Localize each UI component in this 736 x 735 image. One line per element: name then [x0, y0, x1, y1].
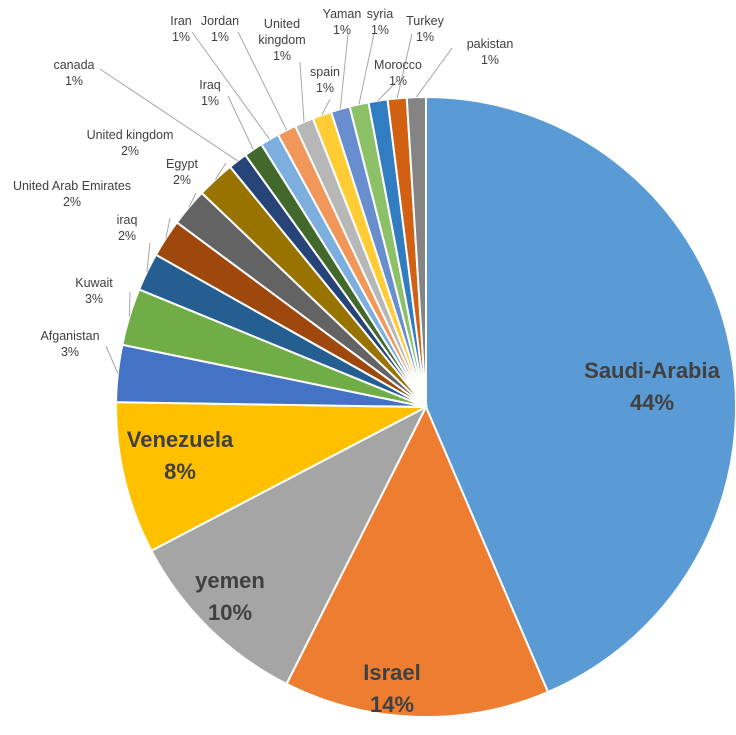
slice-label-syria-17: syria 1%: [367, 7, 393, 37]
slice-labels: Saudi-Arabia 44% Israel 14% yemen 10% Venezuel…: [13, 7, 721, 717]
leader-line-egypt-8: [188, 192, 197, 208]
leader-line-afganistan-4: [105, 345, 119, 374]
leader-line-syria-17: [358, 33, 375, 105]
slice-label-canada-10: canada 1%: [53, 58, 94, 88]
slice-label-afganistan-4: Afganistan 3%: [40, 329, 99, 359]
slice-pakistan-20: [405, 95, 427, 408]
slice-label-iraq-11: Iraq 1%: [199, 78, 221, 108]
slice-label-turkey-19: Turkey 1%: [406, 14, 444, 44]
leader-line-kuwait-5: [128, 291, 131, 317]
slice-label-venezuela: Venezuela 8%: [127, 427, 234, 484]
leader-line-united-arab-emirates-7: [165, 217, 171, 239]
leader-line-spain-15: [321, 98, 331, 116]
slice-saudi-arabia-0: [425, 95, 736, 694]
leader-line-morocco-18: [377, 79, 399, 102]
slice-label-yaman-16: Yaman 1%: [323, 7, 362, 37]
slice-label-morocco-18: Morocco 1%: [374, 58, 422, 88]
leader-line-iraq-6: [146, 242, 151, 272]
slice-label-united-kingdom-9: United kingdom 2%: [87, 128, 174, 158]
leader-line-iran-12: [191, 31, 271, 140]
slice-label-israel: Israel 14%: [363, 660, 421, 717]
leader-line-united-kingdom-14: [299, 61, 305, 123]
slice-label-egypt-8: Egypt 2%: [166, 157, 198, 187]
slice-label-united-arab-emirates-7: United Arab Emirates 2%: [13, 179, 131, 209]
slice-yemen-2: [149, 404, 429, 686]
slice-label-yemen: yemen 10%: [195, 568, 265, 625]
leader-line-iraq-11: [227, 95, 254, 150]
leader-line-turkey-19: [396, 33, 413, 99]
slice-label-iraq-6: iraq 2%: [117, 213, 138, 243]
leader-line-jordan-13: [237, 31, 288, 131]
leader-line-canada-10: [99, 68, 238, 162]
leader-line-yaman-16: [339, 33, 349, 110]
leader-lines: [99, 31, 453, 374]
slice-label-saudi-arabia: Saudi-Arabia 44%: [584, 358, 720, 415]
slice-israel-1: [285, 404, 550, 718]
slice-label-jordan-13: Jordan 1%: [201, 14, 239, 44]
slice-label-united-kingdom-14: United kingdom 1%: [258, 17, 305, 63]
slice-label-spain-15: spain 1%: [310, 65, 340, 95]
leader-line-pakistan-20: [415, 47, 453, 98]
slice-label-iran-12: Iran 1%: [170, 14, 192, 44]
slice-label-pakistan-20: pakistan 1%: [467, 37, 514, 67]
leader-line-united-kingdom-9: [215, 162, 227, 180]
pie-slices: [115, 95, 736, 718]
slice-venezuela-3: [115, 401, 427, 553]
slice-label-kuwait-5: Kuwait 3%: [75, 276, 113, 306]
